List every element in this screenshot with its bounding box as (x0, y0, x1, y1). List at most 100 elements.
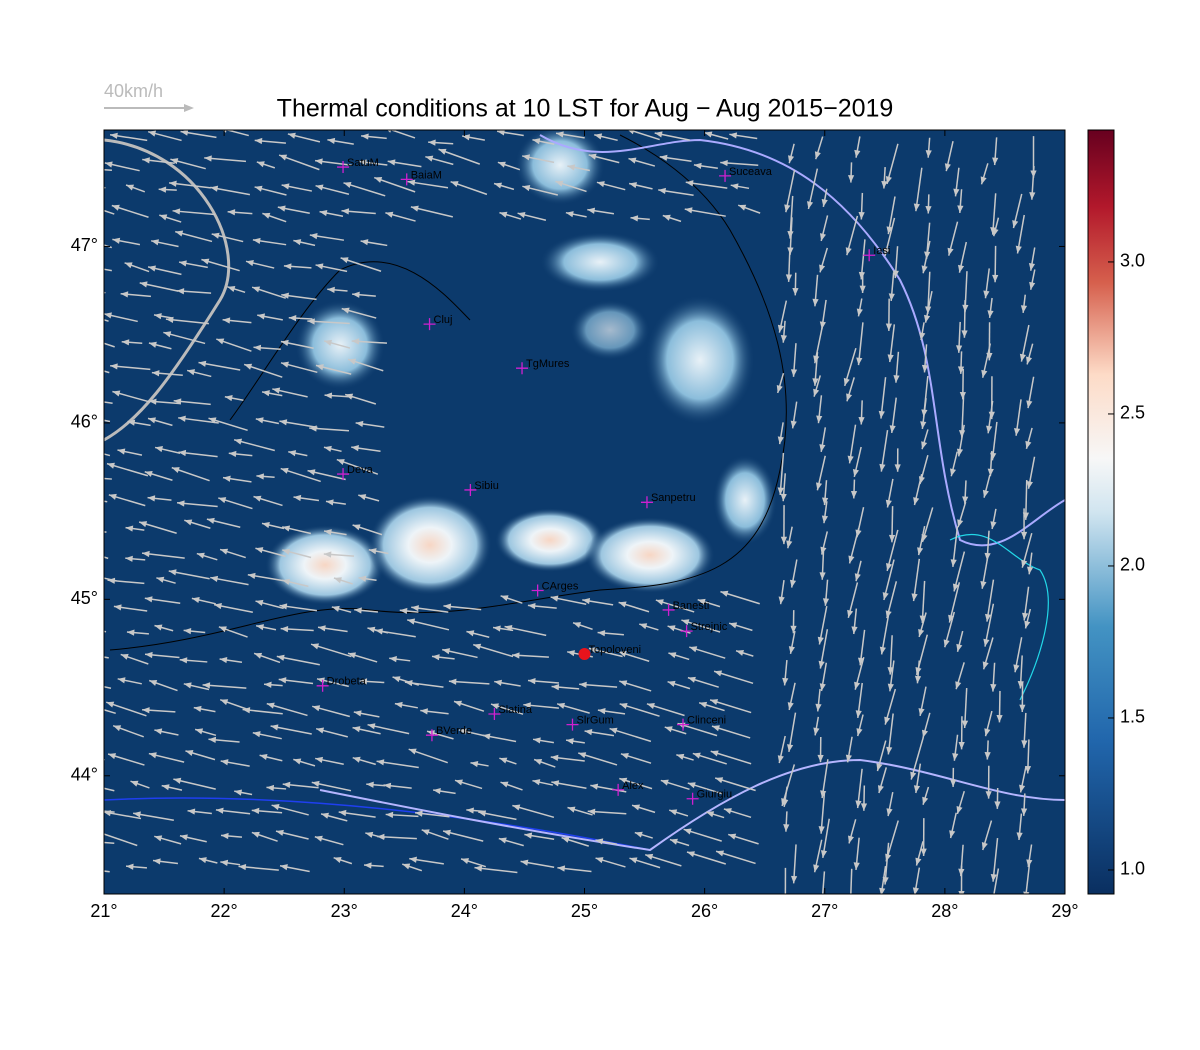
colorbar-tick-label: 1.5 (1120, 707, 1145, 727)
wind-arrowhead (790, 625, 797, 634)
wind-arrowhead (1019, 353, 1026, 362)
wind-arrowhead (1024, 620, 1031, 629)
wind-arrowhead (361, 133, 369, 140)
wind-arrowhead (881, 180, 888, 189)
wind-arrowhead (351, 338, 360, 345)
wind-arrowhead (667, 680, 676, 687)
wind-arrowhead (443, 829, 451, 836)
wind-arrowhead (420, 708, 428, 715)
wind-arrowhead (179, 260, 187, 267)
x-tick-label: 28° (931, 901, 958, 921)
wind-arrowhead (104, 161, 113, 168)
city-marker (719, 169, 732, 182)
wind-arrowhead (458, 728, 467, 735)
wind-arrowhead (311, 780, 320, 787)
wind-arrowhead (980, 176, 987, 185)
wind-arrowhead (500, 595, 509, 602)
wind-arrowhead (990, 874, 997, 882)
wind-arrowhead (848, 555, 855, 564)
wind-arrowhead (619, 703, 628, 709)
wind-arrowhead (912, 887, 919, 894)
wind-arrowhead (985, 791, 992, 799)
wind-arrowhead (220, 699, 229, 706)
wind-arrow (104, 709, 116, 715)
wind-arrowhead (1025, 440, 1032, 449)
city-label: Strejnic (691, 621, 728, 633)
wind-arrowhead (882, 592, 889, 601)
wind-arrowhead (994, 801, 1001, 809)
wind-arrowhead (324, 529, 332, 536)
wind-arrowhead (992, 157, 999, 166)
wind-arrowhead (957, 519, 964, 528)
wind-arrowhead (71, 181, 79, 187)
wind-arrowhead (788, 155, 795, 164)
wind-arrowhead (859, 285, 866, 294)
wind-arrowhead (790, 369, 798, 377)
wind-arrowhead (578, 752, 587, 759)
wind-arrowhead (145, 651, 153, 659)
wind-arrowhead (255, 417, 264, 424)
wind-arrowhead (253, 495, 262, 502)
wind-arrowhead (255, 547, 264, 554)
wind-arrowhead (345, 393, 354, 400)
wind-arrowhead (845, 247, 852, 256)
wind-arrowhead (630, 215, 639, 222)
wind-arrowhead (82, 730, 90, 736)
wind-arrowhead (815, 482, 823, 491)
wind-arrowhead (777, 487, 784, 495)
wind-arrowhead (358, 494, 367, 501)
wind-arrowhead (246, 260, 254, 267)
wind-arrowhead (431, 654, 440, 661)
wind-arrowhead (551, 684, 560, 691)
wind-arrowhead (855, 800, 862, 809)
wind-arrowhead (815, 703, 822, 712)
wind-arrowhead (234, 789, 243, 796)
colorbar-tick-label: 2.5 (1120, 403, 1145, 423)
wind-arrow (104, 656, 109, 659)
wind-arrowhead (956, 643, 963, 652)
wind-arrowhead (77, 396, 85, 402)
wind-arrowhead (404, 680, 413, 687)
wind-arrowhead (818, 826, 825, 834)
wind-arrowhead (368, 548, 377, 555)
wind-arrowhead (407, 179, 416, 186)
wind-arrowhead (312, 705, 321, 712)
wind-arrowhead (275, 829, 284, 836)
wind-arrowhead (165, 316, 174, 323)
wind-arrowhead (590, 783, 599, 790)
wind-arrowhead (376, 759, 385, 766)
wind-arrowhead (385, 811, 394, 818)
wind-arrowhead (71, 165, 79, 171)
wind-arrowhead (532, 138, 541, 145)
wind-arrowhead (184, 519, 193, 526)
wind-arrowhead (681, 619, 690, 626)
wind-arrowhead (852, 468, 859, 477)
wind-arrowhead (198, 360, 207, 367)
wind-arrowhead (992, 228, 999, 237)
wind-arrowhead (961, 330, 968, 338)
wind-arrowhead (1020, 305, 1028, 313)
wind-arrowhead (888, 534, 896, 543)
wind-arrowhead (819, 683, 826, 692)
wind-arrowhead (293, 758, 302, 765)
x-tick-label: 24° (451, 901, 478, 921)
colorbar-tick-label: 3.0 (1120, 251, 1145, 271)
wind-arrowhead (619, 777, 628, 784)
wind-arrowhead (925, 150, 932, 158)
wind-arrowhead (276, 654, 285, 661)
wind-arrowhead (359, 678, 368, 685)
wind-arrowhead (996, 714, 1003, 723)
wind-arrowhead (629, 857, 638, 864)
city-label: Giurgiu (697, 789, 732, 801)
wind-arrowhead (817, 636, 824, 645)
wind-arrowhead (206, 517, 215, 524)
wind-arrowhead (956, 448, 964, 457)
wind-arrowhead (950, 559, 957, 567)
wind-arrowhead (324, 339, 333, 346)
wind-arrowhead (627, 130, 635, 135)
wind-arrowhead (889, 425, 896, 433)
wind-arrowhead (566, 738, 574, 745)
wind-arrowhead (196, 552, 205, 559)
wind-arrowhead (374, 177, 383, 183)
wind-arrowhead (728, 833, 737, 840)
